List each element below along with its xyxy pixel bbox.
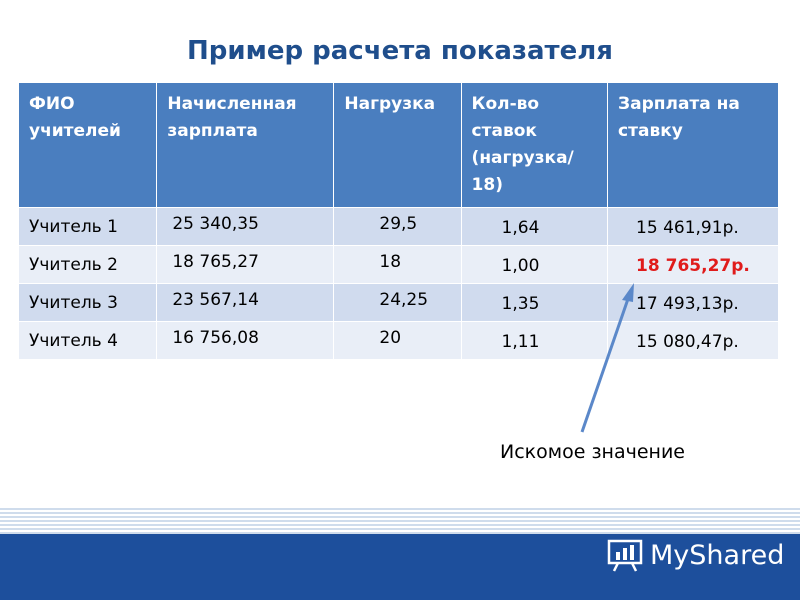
cell-workload: 24,25 bbox=[333, 283, 462, 322]
table-header-row: ФИО учителей Начисленная зарплата Нагруз… bbox=[17, 82, 779, 208]
table-row: Учитель 1 25 340,35 29,5 1,64 15 461,91р… bbox=[17, 207, 779, 246]
arrow-shaft bbox=[580, 295, 631, 433]
header-salary-per-rate: Зарплата на ставку bbox=[607, 82, 779, 208]
cell-workload: 29,5 bbox=[333, 207, 462, 246]
cell-accrued-salary: 23 567,14 bbox=[156, 283, 335, 322]
cell-workload: 20 bbox=[333, 321, 462, 360]
table-row: Учитель 4 16 756,08 20 1,11 15 080,47р. bbox=[17, 321, 779, 360]
table-row: Учитель 3 23 567,14 24,25 1,35 17 493,13… bbox=[17, 283, 779, 322]
cell-salary-per-rate: 17 493,13р. bbox=[607, 283, 779, 322]
cell-accrued-salary: 25 340,35 bbox=[156, 207, 335, 246]
cell-salary-per-rate: 15 080,47р. bbox=[607, 321, 779, 360]
arrow-head bbox=[622, 283, 634, 302]
slide-title: Пример расчета показателя bbox=[187, 36, 613, 66]
cell-accrued-salary: 18 765,27 bbox=[156, 245, 335, 284]
header-workload: Нагрузка bbox=[333, 82, 462, 208]
header-rate-count: Кол-во ставок (нагрузка/ 18) bbox=[460, 82, 609, 208]
annotation-label: Искомое значение bbox=[500, 441, 685, 463]
salary-table: ФИО учителей Начисленная зарплата Нагруз… bbox=[17, 82, 779, 360]
header-teacher-name: ФИО учителей bbox=[17, 82, 158, 208]
cell-salary-per-rate-target: 18 765,27р. bbox=[607, 245, 779, 284]
cell-salary-per-rate: 15 461,91р. bbox=[607, 207, 779, 246]
cell-teacher-name: Учитель 2 bbox=[17, 245, 158, 284]
footer-stripes bbox=[0, 508, 800, 534]
cell-teacher-name: Учитель 1 bbox=[17, 207, 158, 246]
cell-rate-count: 1,35 bbox=[460, 283, 609, 322]
logo-text: MyShared bbox=[650, 539, 785, 571]
myshared-logo[interactable]: MyShared bbox=[606, 535, 784, 575]
presentation-icon bbox=[607, 539, 643, 572]
cell-teacher-name: Учитель 3 bbox=[17, 283, 158, 322]
cell-rate-count: 1,11 bbox=[460, 321, 609, 360]
cell-accrued-salary: 16 756,08 bbox=[156, 321, 335, 360]
cell-rate-count: 1,64 bbox=[460, 207, 609, 246]
cell-workload: 18 bbox=[333, 245, 462, 284]
footer-bar bbox=[0, 534, 800, 600]
cell-teacher-name: Учитель 4 bbox=[17, 321, 158, 360]
table-row: Учитель 2 18 765,27 18 1,00 18 765,27р. bbox=[17, 245, 779, 284]
